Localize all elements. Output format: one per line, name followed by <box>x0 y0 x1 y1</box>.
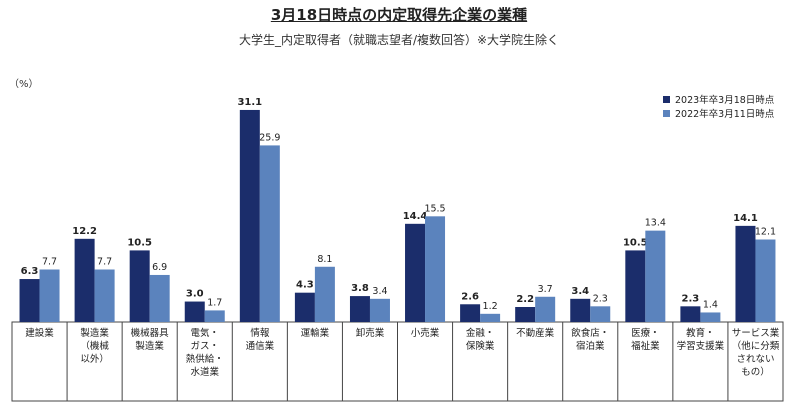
category-label: 通信業 <box>246 340 275 352</box>
legend-item-2023: 2023年卒3月18日時点 <box>663 92 774 106</box>
bar-2023 <box>294 292 315 322</box>
bar-2023 <box>129 250 150 322</box>
data-label-2022: 13.4 <box>645 218 666 229</box>
bar-2022 <box>590 306 611 322</box>
data-label-2023: 10.5 <box>623 237 648 248</box>
data-label-2023: 3.8 <box>351 283 369 294</box>
bar-2023 <box>405 223 426 322</box>
category-label: 電気・ <box>190 327 219 339</box>
category-label: 医療・ <box>631 327 660 339</box>
data-label-2023: 2.3 <box>682 293 700 304</box>
legend-swatch-2023 <box>663 95 670 103</box>
category-label: 熱供給・ <box>186 353 224 365</box>
bar-2023 <box>570 298 591 322</box>
bar-2022 <box>700 312 721 322</box>
legend: 2023年卒3月18日時点 2022年卒3月11日時点 <box>663 92 774 120</box>
category-label: 水道業 <box>190 366 219 378</box>
category-label: 福祉業 <box>631 340 660 352</box>
data-label-2023: 12.2 <box>72 226 97 237</box>
data-label-2022: 6.9 <box>152 262 167 273</box>
category-label: （機械 <box>80 340 109 352</box>
data-label-2022: 12.1 <box>755 227 776 238</box>
legend-swatch-2022 <box>663 109 670 117</box>
category-label: 製造業 <box>80 327 109 339</box>
data-label-2022: 1.4 <box>703 299 718 310</box>
bar-2023 <box>184 301 205 322</box>
category-label: 製造業 <box>135 340 164 352</box>
bar-2022 <box>94 269 115 322</box>
bar-2022 <box>480 313 501 322</box>
category-label: 機械器具 <box>131 327 170 339</box>
data-label-2022: 1.2 <box>483 301 498 312</box>
category-label: 不動産業 <box>516 327 555 339</box>
bar-2022 <box>259 145 280 322</box>
data-label-2022: 3.4 <box>372 286 387 297</box>
bar-2022 <box>755 239 776 322</box>
bar-2023 <box>625 250 646 322</box>
category-label: 金融・ <box>466 327 495 339</box>
bar-2022 <box>204 310 225 322</box>
data-label-2023: 6.3 <box>21 266 39 277</box>
chart-title: 3月18日時点の内定取得先企業の業種 <box>270 6 528 24</box>
bar-2022 <box>314 266 335 322</box>
category-label: （他に分類 <box>732 340 780 352</box>
y-unit-label: （%） <box>9 79 39 90</box>
category-label: 宿泊業 <box>576 340 605 352</box>
bar-2023 <box>349 296 370 322</box>
legend-label-2022: 2022年卒3月11日時点 <box>675 109 775 120</box>
bar-2023 <box>680 306 701 322</box>
bar-2023 <box>460 304 481 322</box>
data-label-2023: 4.3 <box>296 280 314 291</box>
legend-item-2022: 2022年卒3月11日時点 <box>663 106 774 120</box>
bar-2022 <box>535 296 556 322</box>
bar-2023 <box>239 109 260 322</box>
category-label: 学習支援業 <box>677 340 725 352</box>
bar-2023 <box>515 307 536 322</box>
data-label-2022: 2.3 <box>593 293 608 304</box>
category-label: されない <box>736 354 774 365</box>
category-label: 運輸業 <box>301 327 330 339</box>
category-label: 情報 <box>250 327 270 339</box>
bar-2023 <box>74 238 95 322</box>
bar-2022 <box>149 274 170 322</box>
category-label: もの） <box>741 366 770 378</box>
data-label-2022: 25.9 <box>259 132 280 143</box>
category-label: サービス業 <box>732 327 780 339</box>
data-label-2022: 7.7 <box>42 257 57 268</box>
data-label-2022: 8.1 <box>317 254 332 265</box>
category-label: 建設業 <box>25 327 54 339</box>
chart-subtitle: 大学生_内定取得者（就職志望者/複数回答）※大学院生除く <box>238 33 560 47</box>
data-label-2023: 3.0 <box>186 289 204 300</box>
data-label-2022: 3.7 <box>538 284 553 295</box>
bar-2022 <box>369 298 390 322</box>
category-label: 教育・ <box>686 327 715 339</box>
category-label: 保険業 <box>466 340 495 352</box>
data-label-2022: 7.7 <box>97 257 112 268</box>
data-label-2022: 1.7 <box>207 297 222 308</box>
category-label: ガス・ <box>190 341 219 352</box>
category-label: 小売業 <box>411 327 440 339</box>
bar-2022 <box>39 269 60 322</box>
data-label-2022: 15.5 <box>424 203 445 214</box>
data-label-2023: 14.1 <box>733 213 758 224</box>
category-label: 飲食店・ <box>571 327 609 339</box>
bar-2023 <box>19 279 40 322</box>
data-label-2023: 10.5 <box>127 237 152 248</box>
bar-2022 <box>425 216 446 322</box>
data-label-2023: 3.4 <box>571 286 589 297</box>
bar-2022 <box>645 230 666 322</box>
data-label-2023: 2.2 <box>516 294 534 305</box>
category-label: 卸売業 <box>356 327 385 339</box>
data-label-2023: 14.4 <box>403 211 428 222</box>
bar-2023 <box>735 225 756 322</box>
data-label-2023: 2.6 <box>461 291 479 302</box>
data-label-2023: 31.1 <box>237 97 262 108</box>
category-label: 以外） <box>80 353 109 365</box>
legend-label-2023: 2023年卒3月18日時点 <box>675 95 775 106</box>
